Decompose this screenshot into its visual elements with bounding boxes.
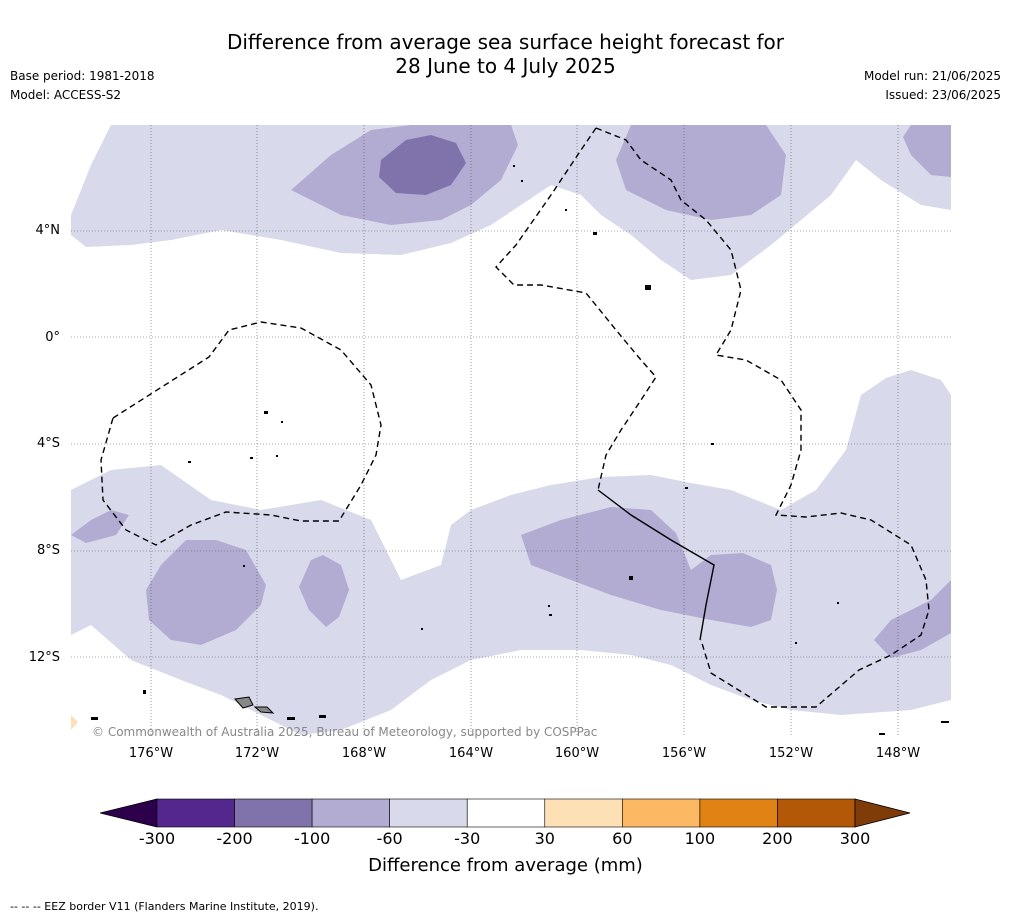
lat-label-12s: 12°S (28, 650, 60, 665)
lon-label-160w: 160°W (554, 746, 600, 761)
lon-label-164w: 164°W (448, 746, 494, 761)
colorbar-cell-3 (389, 798, 468, 828)
lat-label-4n: 4°N (35, 223, 61, 238)
title-line-1: Difference from average sea surface heig… (226, 30, 785, 54)
colorbar-cell-2 (311, 798, 390, 828)
issued-date: Issued: 23/06/2025 (885, 88, 1001, 102)
meta-right: Model run: 21/06/2025 Issued: 23/06/2025 (864, 67, 1001, 105)
colorbar-cell-0 (156, 798, 235, 828)
anomaly-patch-south-3 (71, 510, 129, 543)
colorbar-tick-9: 300 (839, 829, 871, 848)
lon-label-168w: 168°W (341, 746, 387, 761)
colorbar-cell-7 (699, 798, 778, 828)
anomaly-patch-south-1 (146, 540, 266, 645)
colorbar-tick-3: -60 (376, 829, 403, 848)
meta-left: Base period: 1981-2018 Model: ACCESS-S2 (10, 67, 155, 105)
colorbar-label: Difference from average (mm) (368, 855, 643, 876)
lon-label-156w: 156°W (661, 746, 707, 761)
map-title: Difference from average sea surface heig… (0, 30, 1011, 78)
colorbar-tick-1: -200 (216, 829, 253, 848)
anomaly-patch-north-2 (379, 135, 466, 195)
lat-label-4s: 4°S (36, 436, 60, 451)
colorbar-cell-6 (622, 798, 701, 828)
boundary-solid (597, 489, 715, 641)
colorbar-cells (156, 798, 856, 828)
lon-label-172w: 172°W (234, 746, 280, 761)
lat-label-0: 0° (45, 330, 60, 345)
anomaly-patch-south-2 (299, 555, 349, 627)
model-name: Model: ACCESS-S2 (10, 88, 122, 102)
base-period: Base period: 1981-2018 (10, 69, 155, 83)
title-line-2: 28 June to 4 July 2025 (395, 54, 616, 78)
anomaly-patch-south-5 (874, 580, 951, 658)
map-panel (71, 125, 951, 737)
colorbar-over-arrow (854, 798, 911, 828)
anomaly-band-south-light (71, 370, 951, 735)
lat-label-8s: 8°S (36, 543, 60, 558)
colorbar (100, 798, 911, 828)
colorbar-tick-5: 30 (534, 829, 555, 848)
islands (91, 165, 949, 735)
eez-legend-note: -- -- -- EEZ border V11 (Flanders Marine… (10, 900, 319, 913)
model-run: Model run: 21/06/2025 (863, 69, 1001, 83)
colorbar-tick-6: 60 (612, 829, 633, 848)
colorbar-cell-8 (777, 798, 856, 828)
colorbar-cell-4 (466, 798, 546, 828)
colorbar-tick-8: 200 (762, 829, 793, 848)
anomaly-patch-north-3 (616, 125, 786, 220)
lon-label-176w: 176°W (128, 746, 174, 761)
anomaly-patch-south-4 (521, 507, 777, 627)
colorbar-tick-7: 100 (684, 829, 716, 848)
colorbar-tick-0: -300 (138, 829, 176, 848)
colorbar-tick-2: -100 (293, 829, 331, 848)
lon-label-152w: 152°W (768, 746, 814, 761)
colorbar-under-arrow (100, 798, 158, 828)
colorbar-cell-5 (544, 798, 623, 828)
copyright-notice: © Commonwealth of Australia 2025, Bureau… (92, 725, 598, 739)
anomaly-patch-north-4 (903, 125, 951, 177)
lon-label-148w: 148°W (875, 746, 921, 761)
colorbar-cell-1 (234, 798, 313, 828)
anomaly-patch-south-6 (71, 715, 78, 730)
island-samoa-1 (234, 696, 254, 709)
colorbar-tick-4: -30 (454, 829, 481, 848)
island-samoa-2 (253, 706, 275, 714)
eez-borders (100, 127, 930, 708)
graticule (71, 125, 951, 737)
